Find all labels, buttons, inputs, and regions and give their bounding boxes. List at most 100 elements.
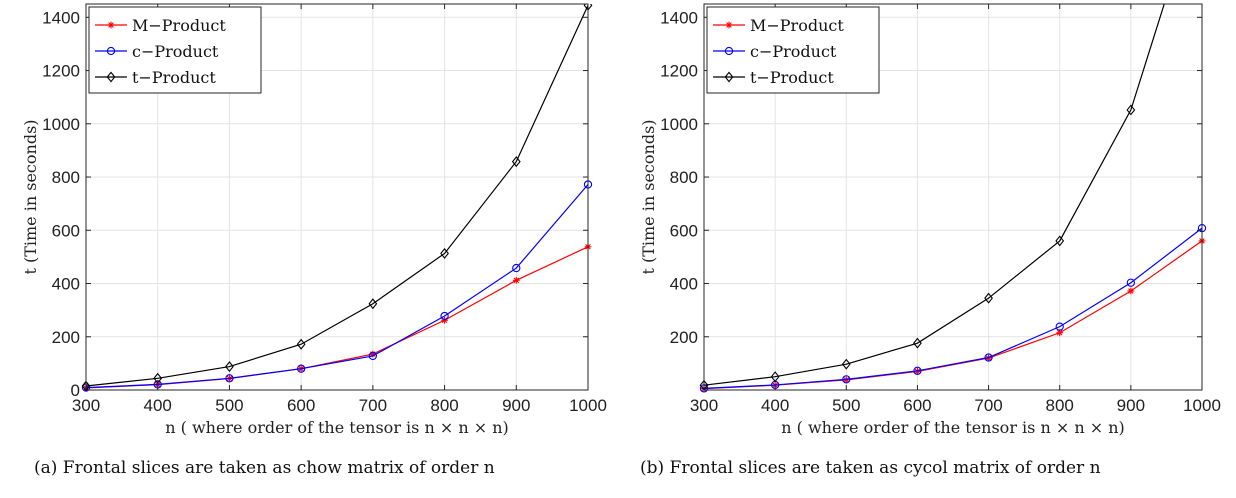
data-point [440, 247, 449, 259]
x-tick-label: 900 [1117, 396, 1145, 415]
data-point [770, 371, 780, 383]
y-tick-label: 1000 [660, 115, 698, 134]
data-point [441, 316, 448, 324]
chart-panel-a: 300 400 500 600 700 800 900 1000 0 200 400 600 800 10… [21, 3, 607, 437]
x-tick-label: 600 [287, 396, 315, 415]
data-point [153, 372, 163, 384]
legend-label: t−Product [132, 68, 216, 87]
axes-box [85, 3, 589, 391]
x-tick-label: 500 [215, 396, 243, 415]
legend-marker [724, 46, 734, 56]
data-point [1055, 235, 1065, 247]
series-2 [81, 180, 593, 392]
series-line [85, 184, 589, 389]
legend-marker [106, 71, 116, 83]
x-tick-label: 1000 [1183, 396, 1221, 415]
data-point [511, 156, 521, 168]
y-tick-label: 1400 [42, 8, 80, 27]
data-point [842, 375, 851, 384]
legend-marker [725, 21, 733, 29]
y-axis-label: t (Time in seconds) [21, 119, 40, 274]
legend-item: M−Product [95, 16, 226, 35]
series-1 [700, 237, 1206, 393]
data-point [913, 366, 922, 375]
data-point [1127, 287, 1135, 295]
data-point [296, 364, 306, 373]
data-point [368, 351, 378, 361]
y-tick-label: 0 [71, 381, 80, 400]
legend-box [88, 6, 262, 94]
axes-box [703, 3, 1203, 391]
series-line [703, 4, 1165, 386]
y-tick-label: 200 [52, 328, 80, 347]
y-tick-label: 400 [670, 275, 698, 294]
y-tick-label: 1000 [42, 115, 80, 134]
data-point [368, 298, 378, 310]
series-line [85, 5, 589, 387]
data-point [440, 311, 449, 321]
ticks: 300 400 500 600 700 800 900 1000 0 200 400 600 800 10… [42, 4, 607, 415]
chart-b: 300 400 500 600 700 800 900 1000 200 400 600 800 100… [639, 3, 1221, 437]
y-tick-label: 200 [670, 328, 698, 347]
legend-label: c−Product [132, 42, 219, 61]
y-tick-label: 800 [52, 168, 80, 187]
x-axis-label: n ( where order of the tensor is n × n ×… [165, 418, 509, 437]
legend: M−Product c−Product t−Product [706, 6, 880, 94]
data-point [984, 353, 993, 362]
legend-marker [106, 46, 116, 56]
data-point [841, 358, 851, 370]
data-point [296, 338, 306, 350]
y-tick-label: 600 [670, 221, 698, 240]
data-point [984, 292, 993, 304]
x-tick-label: 800 [1046, 396, 1074, 415]
x-tick-label: 700 [359, 396, 387, 415]
legend-item: c−Product [713, 42, 837, 61]
legend-box [706, 6, 880, 94]
data-point [81, 380, 91, 392]
caption-b: (b) Frontal slices are taken as cycol ma… [640, 458, 1101, 478]
y-tick-label: 800 [670, 168, 698, 187]
x-tick-label: 400 [761, 396, 789, 415]
x-tick-label: 800 [430, 396, 458, 415]
data-point [512, 263, 521, 273]
plot-area [699, 4, 1207, 393]
legend-marker [724, 71, 734, 83]
data-point [225, 361, 234, 373]
y-tick-label: 1400 [660, 8, 698, 27]
y-tick-label: 1200 [660, 62, 698, 81]
legend-marker [107, 21, 115, 29]
data-point [1055, 322, 1064, 331]
data-point [225, 374, 234, 383]
data-point [913, 337, 922, 349]
data-point [1126, 104, 1136, 116]
x-tick-label: 900 [502, 396, 530, 415]
y-tick-label: 600 [52, 221, 80, 240]
legend-item: M−Product [713, 16, 844, 35]
legend-label: t−Product [750, 68, 834, 87]
x-tick-label: 400 [144, 396, 172, 415]
ticks: 300 400 500 600 700 800 900 1000 200 400 600 800 100… [660, 4, 1221, 415]
legend-label: c−Product [750, 42, 837, 61]
series-line [703, 240, 1203, 390]
series-line [703, 227, 1203, 390]
x-tick-label: 600 [903, 396, 931, 415]
x-axis-label: n ( where order of the tensor is n × n ×… [781, 418, 1125, 437]
x-tick-label: 500 [832, 396, 860, 415]
series-3 [699, 4, 1165, 391]
x-tick-label: 300 [72, 396, 100, 415]
chart-a: 300 400 500 600 700 800 900 1000 0 200 400 600 800 10… [21, 3, 607, 437]
legend-item: t−Product [713, 68, 834, 87]
series-1 [82, 243, 592, 392]
x-tick-label: 300 [690, 396, 718, 415]
y-tick-label: 1200 [42, 62, 80, 81]
legend-item: c−Product [95, 42, 219, 61]
data-point [1126, 278, 1136, 287]
x-tick-label: 1000 [569, 396, 607, 415]
legend-item: t−Product [95, 68, 216, 87]
legend-label: M−Product [750, 16, 844, 35]
x-tick-label: 700 [974, 396, 1002, 415]
legend: M−Product c−Product t−Product [88, 6, 262, 94]
chart-panel-b: 300 400 500 600 700 800 900 1000 200 400 600 800 100… [618, 0, 1236, 498]
data-point [512, 276, 520, 284]
y-tick-label: 400 [52, 275, 80, 294]
